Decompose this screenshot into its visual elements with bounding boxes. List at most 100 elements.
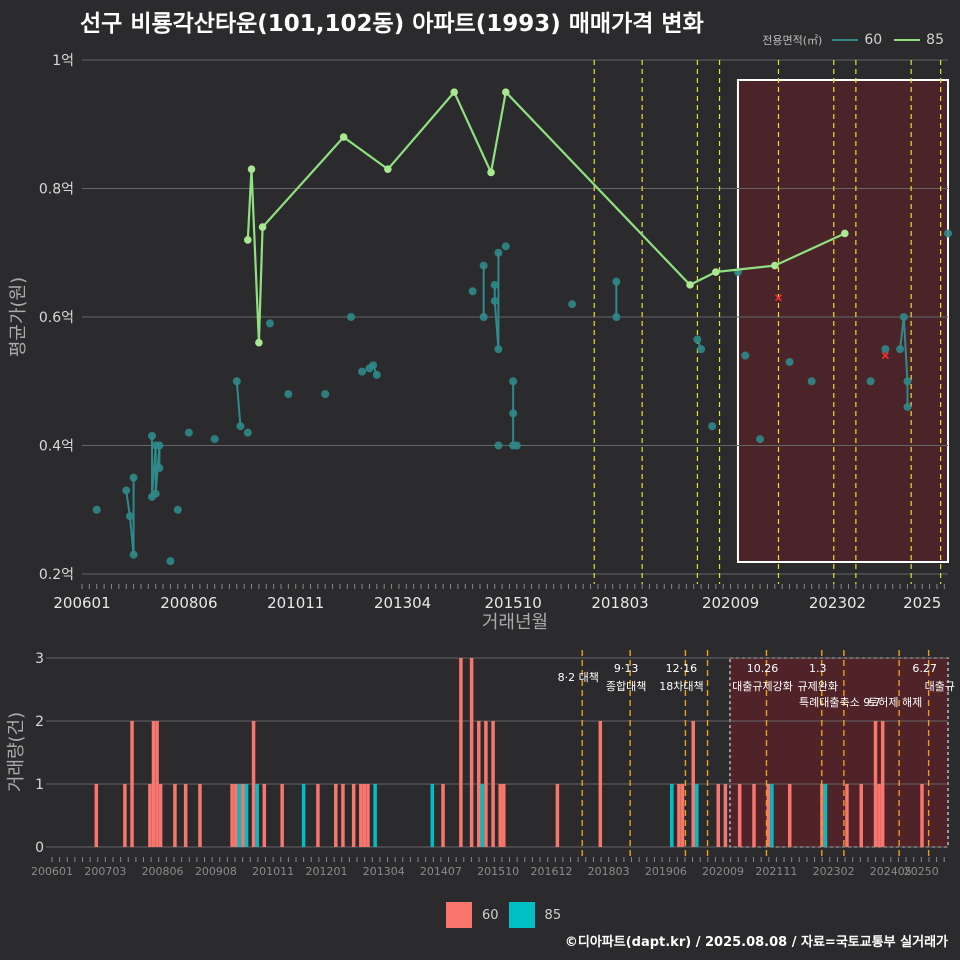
series-85-point: [258, 223, 267, 231]
series-85-point: [841, 229, 849, 238]
series-60-point: [125, 512, 134, 521]
bar-85: [255, 784, 259, 847]
series-85-point: [487, 168, 495, 177]
series-60-point: [129, 473, 138, 482]
top-x-tick-label: 2025: [903, 594, 941, 612]
top-x-tick-label: 201803: [591, 594, 648, 612]
policy-date-label: 12·16: [666, 662, 698, 675]
bottom-x-tick-label: 20250: [904, 865, 939, 878]
policy-name-label: 대출규제강화: [732, 680, 793, 693]
bar-60: [873, 721, 878, 847]
bar-60: [94, 784, 99, 847]
policy-name-label: 특례대출축소 9.7: [799, 696, 881, 709]
bar-60: [598, 721, 603, 847]
bar-60: [920, 784, 924, 847]
top-x-tick-label: 200806: [160, 594, 217, 612]
top-y-tick-label: 0.4억: [39, 439, 74, 455]
bottom-x-tick-label: 201803: [588, 865, 630, 878]
series-60-point: [148, 431, 157, 440]
copyright: ©디아파트(dapt.kr) / 2025.08.08 / 자료=국토교통부 실…: [564, 935, 948, 950]
series-60-point: [612, 313, 621, 321]
bottom-x-tick-label: 201510: [477, 865, 519, 878]
bar-60: [366, 784, 370, 847]
series-60-point: [807, 377, 816, 386]
series-60-point: [899, 313, 908, 321]
bottom-x-tick-label: 201612: [530, 865, 572, 878]
bar-60: [334, 784, 338, 847]
bottom-legend-swatch-85: [508, 902, 535, 928]
series-85-point: [771, 261, 779, 270]
series-60-point: [509, 377, 518, 386]
bar-60: [230, 784, 234, 847]
bar-60: [484, 721, 488, 847]
top-y-tick-label: 0.6억: [39, 310, 74, 326]
series-60-segment: [235, 381, 242, 427]
legend-bottom: 60 85: [446, 902, 561, 928]
legend-label-60: 60: [864, 32, 883, 48]
bottom-x-tick-label: 201906: [645, 865, 687, 878]
policy-name-label: 종합대책: [606, 680, 646, 693]
legend-label-85: 85: [926, 32, 944, 48]
bar-60: [441, 784, 445, 847]
bar-60: [130, 721, 134, 847]
series-60-point: [166, 557, 175, 566]
series-85-point: [244, 236, 252, 244]
bar-60: [845, 784, 849, 847]
bottom-x-tick-label: 202009: [702, 865, 744, 878]
series-60-point: [155, 441, 164, 450]
series-60-point: [122, 486, 131, 495]
page-title: 선구 비룡각산타운(101,102동) 아파트(1993) 매매가격 변화: [80, 11, 704, 37]
legend-swatch-60: [832, 39, 859, 41]
top-x-tick-label: 201304: [374, 594, 431, 612]
bottom-x-tick-label: 200703: [84, 865, 126, 878]
bar-60: [677, 784, 681, 847]
series-60-point: [369, 361, 378, 370]
policy-date-label: 10.26: [747, 662, 779, 675]
bottom-y-axis-title: 거래량(건): [6, 712, 27, 792]
series-60-point: [321, 390, 330, 399]
cancelled-mark: [881, 352, 889, 360]
bar-60: [859, 784, 863, 847]
bar-85: [823, 784, 828, 847]
series-60-point: [173, 505, 182, 514]
bar-60: [173, 784, 177, 847]
bar-85: [244, 784, 249, 847]
series-60-point: [501, 242, 510, 251]
top-y-axis-title: 평균가(원): [8, 277, 29, 357]
bar-85: [237, 784, 242, 847]
top-x-tick-label: 202302: [809, 594, 866, 612]
top-x-axis-title: 거래년월: [482, 612, 548, 633]
series-60-point: [284, 390, 293, 399]
series-60-point: [494, 248, 503, 257]
bar-60: [148, 784, 152, 847]
legend-top: 전용면적(㎡) 60 85: [762, 32, 950, 48]
bar-60: [151, 721, 156, 847]
bar-60: [198, 784, 202, 847]
series-85-point: [339, 133, 348, 141]
series-60-segment: [902, 316, 909, 382]
series-60-point: [512, 441, 521, 450]
top-x-tick-label: 202009: [702, 594, 759, 612]
bar-60: [691, 721, 695, 847]
series-60-point: [358, 367, 367, 376]
bar-60: [680, 784, 685, 847]
series-60-point: [490, 280, 499, 289]
bar-60: [262, 784, 267, 847]
highlight-region: [736, 79, 949, 563]
bottom-legend-label-60: 60: [482, 907, 499, 923]
bar-60: [183, 784, 188, 847]
series-60-point: [184, 428, 193, 437]
bottom-y-tick-label: 2: [35, 714, 44, 730]
series-60-point: [494, 345, 503, 354]
bottom-x-tick-label: 202302: [813, 865, 855, 878]
bar-85: [770, 784, 774, 847]
series-60-point: [903, 377, 912, 386]
series-60-point: [896, 345, 905, 354]
bottom-x-tick-label: 200908: [195, 865, 237, 878]
bar-60: [362, 784, 367, 847]
series-60-point: [92, 505, 101, 514]
series-85-point: [384, 165, 392, 174]
bottom-legend-swatch-60: [446, 902, 472, 928]
bar-60: [502, 784, 506, 847]
